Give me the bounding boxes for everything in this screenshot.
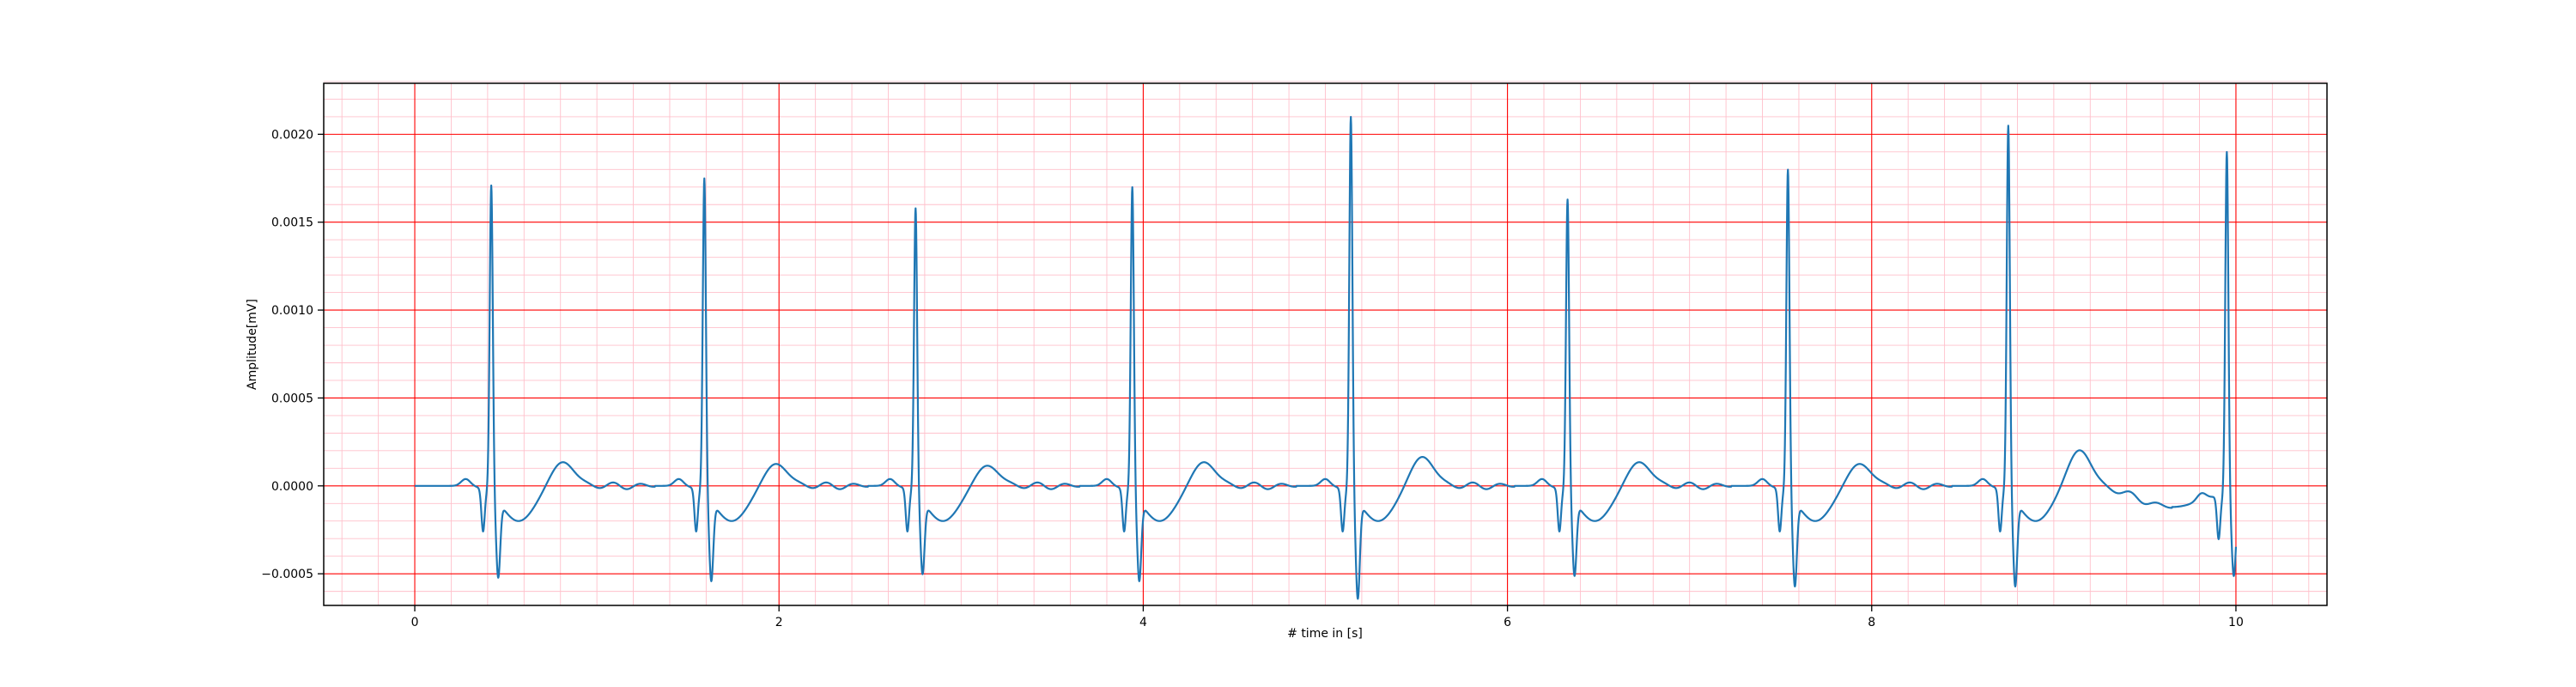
y-tick-label: −0.0005 bbox=[261, 568, 313, 581]
y-axis-ticks: −0.0005 0.0000 0.0005 0.0010 0.0015 0.0020 bbox=[261, 128, 324, 581]
major-grid bbox=[324, 83, 2327, 605]
x-tick-label: 4 bbox=[1139, 616, 1147, 629]
x-tick-label: 10 bbox=[2228, 616, 2244, 629]
x-axis-label: # time in [s] bbox=[1287, 627, 1363, 641]
y-tick-label: 0.0010 bbox=[271, 304, 313, 318]
x-axis-ticks: 0 2 4 6 8 10 bbox=[411, 605, 2244, 629]
plot-frame bbox=[323, 82, 2328, 606]
minor-grid bbox=[324, 81, 2327, 605]
y-tick-label: 0.0005 bbox=[271, 392, 313, 405]
x-tick-label: 0 bbox=[411, 616, 419, 629]
y-tick-label: 0.0000 bbox=[271, 480, 313, 494]
y-axis-label: Amplitude[mV] bbox=[246, 299, 259, 390]
x-tick-label: 6 bbox=[1504, 616, 1511, 629]
x-tick-label: 8 bbox=[1868, 616, 1875, 629]
y-tick-label: 0.0020 bbox=[271, 128, 313, 142]
x-tick-label: 2 bbox=[775, 616, 783, 629]
ecg-signal-line bbox=[414, 116, 2238, 600]
y-tick-label: 0.0015 bbox=[271, 216, 313, 230]
